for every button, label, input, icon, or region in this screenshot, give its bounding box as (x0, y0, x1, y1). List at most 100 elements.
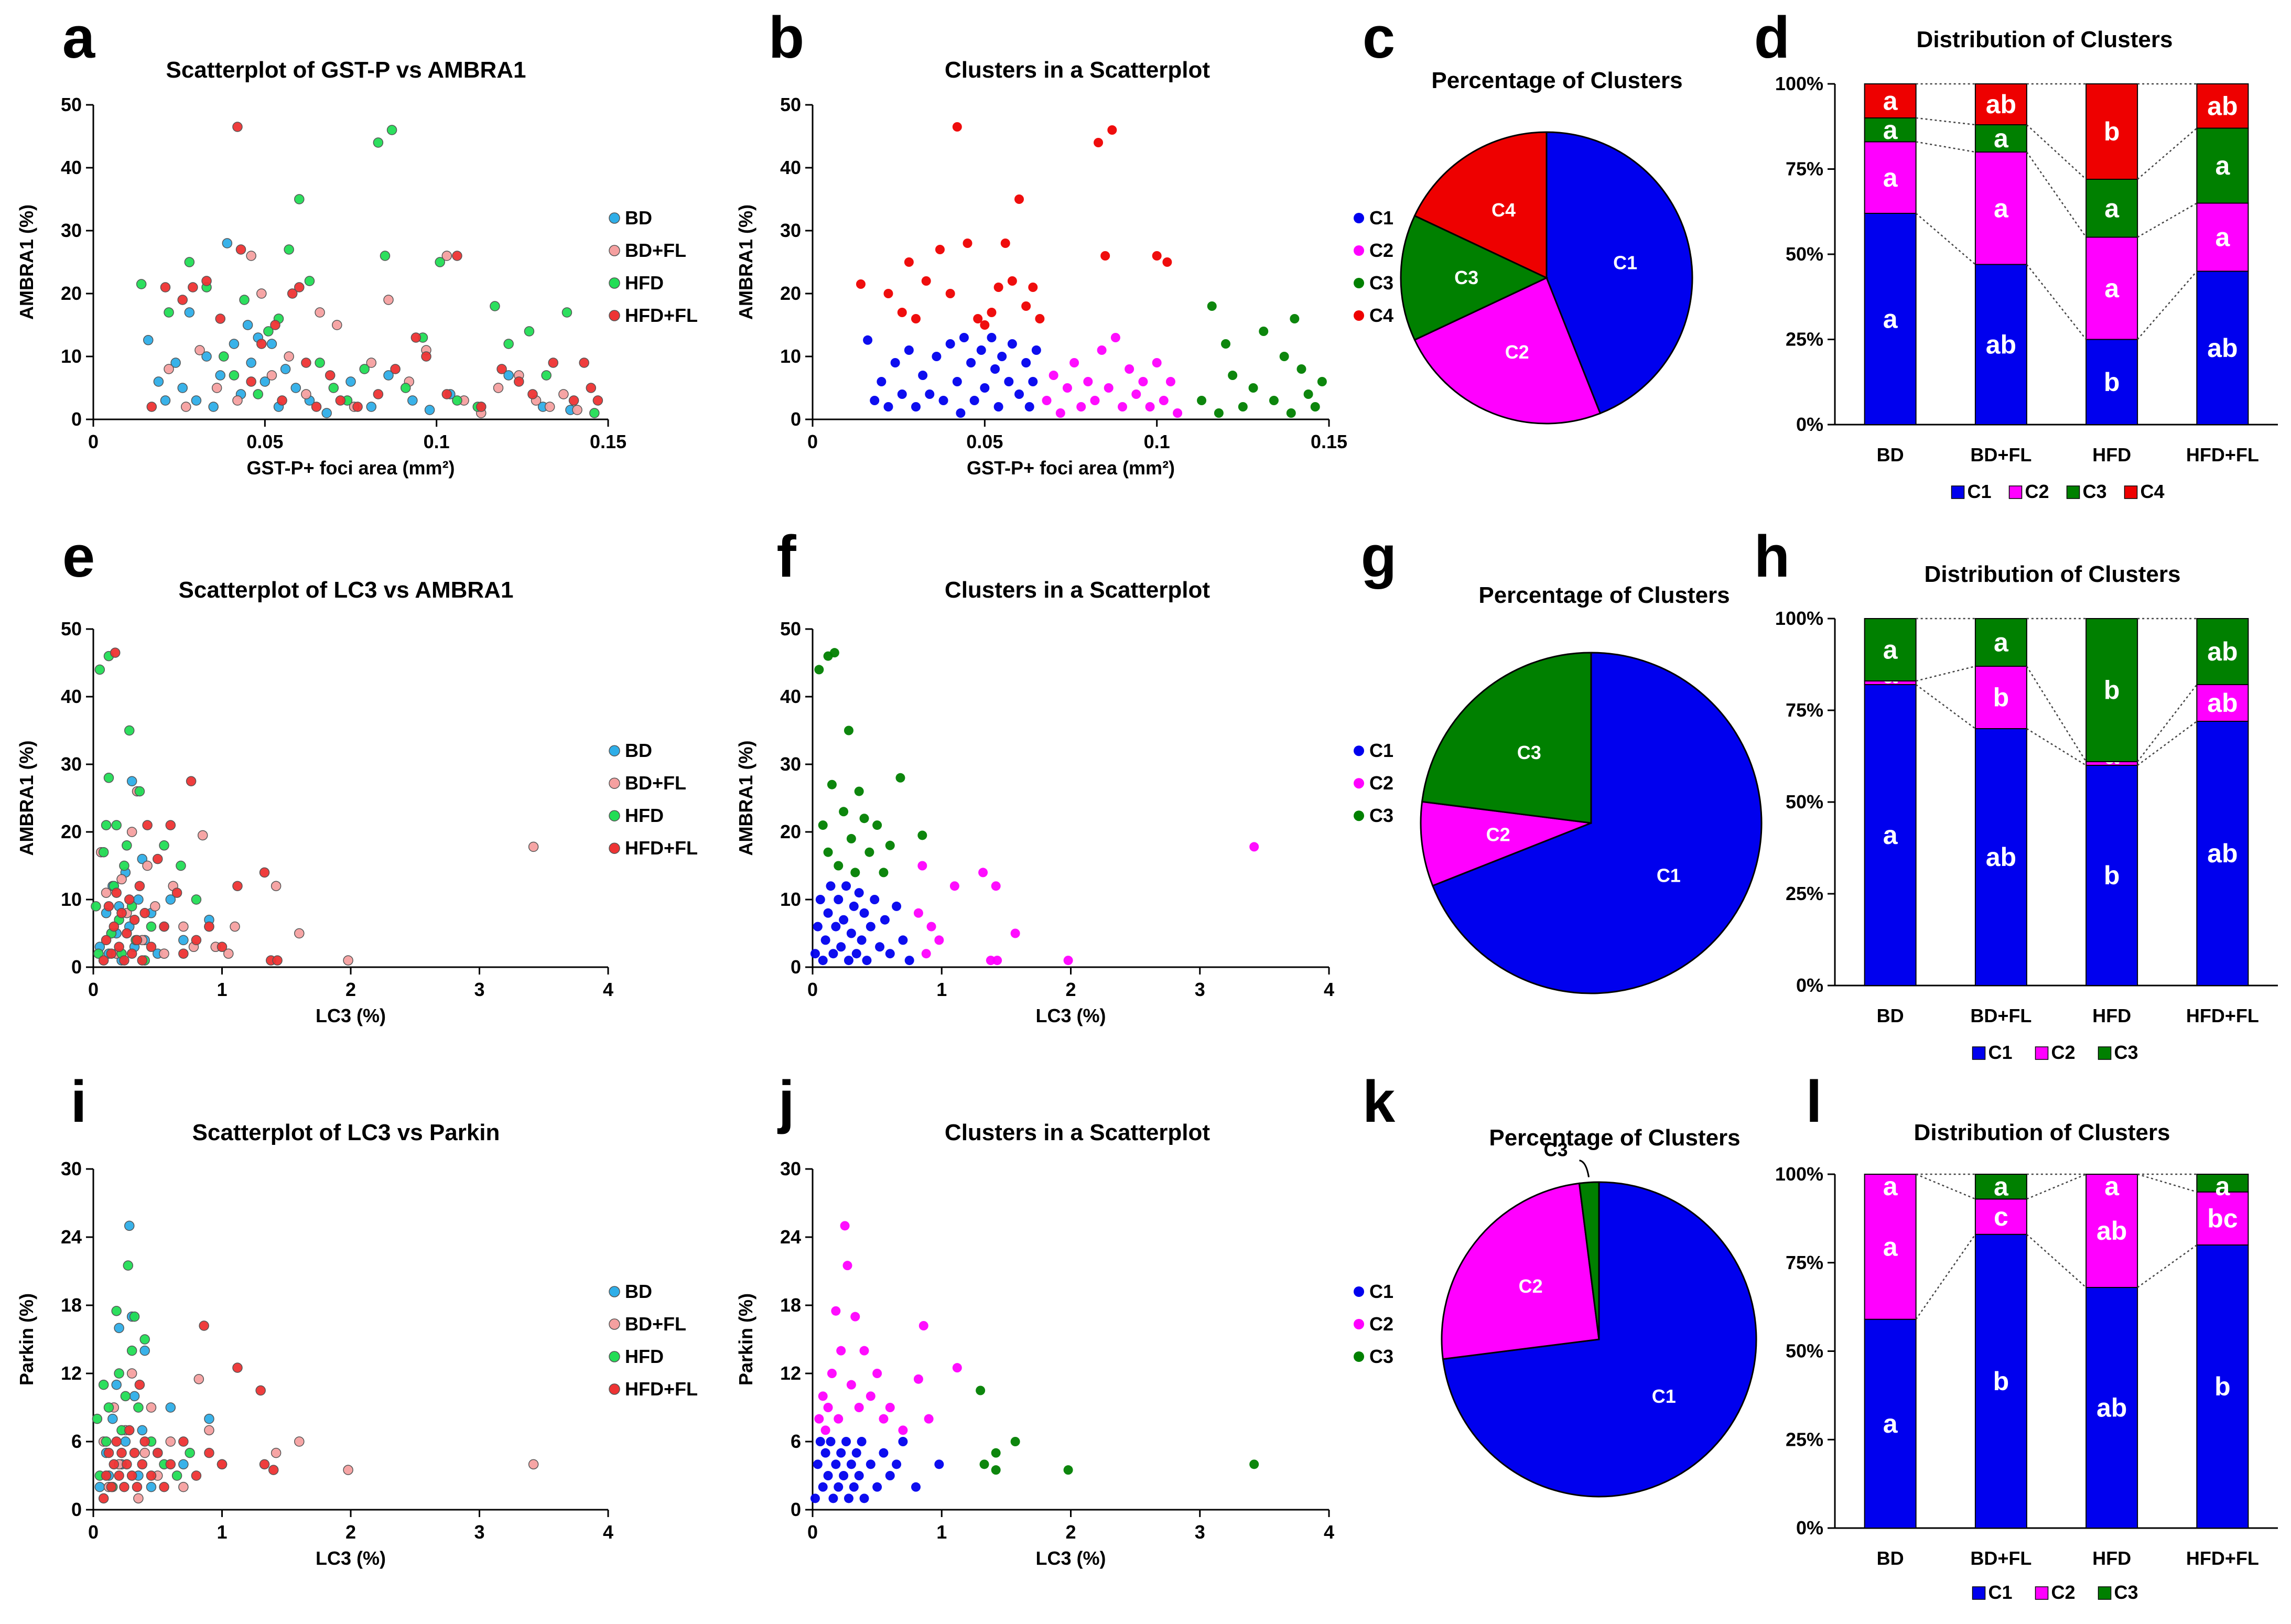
bar-segment-C3 (1974, 618, 2027, 667)
bar-segment-label: a (1883, 1409, 1898, 1438)
data-point-C4 (973, 314, 983, 323)
legend-label: C1 (1369, 1281, 1393, 1302)
data-point-C1 (997, 352, 1007, 361)
data-point-HFD (435, 257, 445, 267)
bar-segment-C4 (1864, 83, 1917, 118)
data-point-C1 (820, 935, 830, 945)
data-point-HFD+FL (204, 921, 214, 932)
legend-marker (609, 212, 620, 224)
data-point-BD+FL (493, 383, 504, 393)
y-tick-label: 10 (780, 345, 801, 367)
x-tick-label: 4 (603, 979, 613, 1000)
data-point-HFD+FL (139, 1436, 150, 1447)
bar-segment-label: b (2104, 676, 2120, 705)
legend-marker (1354, 1286, 1364, 1297)
bar-segment-label: ab (2207, 637, 2238, 666)
data-point-BD+FL (294, 1436, 305, 1447)
data-point-C3 (1259, 327, 1269, 336)
data-point-HFD (452, 395, 462, 406)
data-point-HFD+FL (139, 908, 150, 918)
data-point-BD+FL (204, 1425, 214, 1436)
x-axis-label: GST-P+ foci area (mm²) (246, 457, 455, 479)
data-point-BD+FL (343, 1465, 353, 1475)
data-point-C2 (866, 1391, 876, 1401)
legend-label: C2 (1369, 1313, 1393, 1335)
data-point-C2 (934, 935, 944, 945)
legend-label: BD+FL (625, 772, 686, 794)
pie-slice-C3 (1578, 1181, 1600, 1340)
data-point-C4 (987, 308, 997, 317)
data-point-C2 (1042, 396, 1052, 405)
data-point-HFD+FL (137, 955, 148, 966)
y-tick-label: 30 (780, 220, 801, 241)
data-point-C1 (813, 1459, 823, 1469)
x-tick-label: BD (1877, 1547, 1904, 1569)
data-point-C1 (1031, 345, 1041, 355)
bar-segment-label: a (2104, 274, 2120, 303)
legend-label: HFD (625, 1346, 664, 1367)
data-point-HFD+FL (287, 288, 298, 299)
bar-segment-label: a (1883, 163, 1898, 192)
data-point-C3 (834, 861, 844, 871)
data-point-C1 (818, 1482, 828, 1492)
data-point-BD (129, 1391, 140, 1402)
data-point-C1 (859, 908, 869, 918)
legend-swatch (2008, 485, 2023, 499)
data-point-HFD+FL (98, 1493, 109, 1504)
data-point-HFD (315, 358, 325, 368)
data-point-BD (260, 376, 271, 387)
data-point-BD+FL (301, 389, 311, 399)
legend-label: HFD+FL (625, 305, 698, 326)
data-point-C3 (991, 1448, 1001, 1458)
data-point-HFD+FL (116, 1447, 127, 1458)
data-point-HFD+FL (119, 1481, 129, 1492)
legend-label: C4 (2141, 481, 2165, 502)
data-point-BD (191, 395, 202, 406)
data-point-BD+FL (146, 1402, 157, 1413)
legend-label: C2 (2025, 481, 2049, 502)
data-point-C2 (1083, 377, 1093, 386)
y-tick-label: 100% (1775, 1163, 1823, 1185)
data-point-C1 (834, 1482, 844, 1492)
data-point-HFD (503, 339, 514, 349)
data-point-C1 (885, 1471, 895, 1480)
data-point-HFD+FL (301, 358, 311, 368)
pie-slice-C2 (1420, 800, 1592, 887)
legend-label: C2 (1369, 772, 1393, 794)
panel-label-b: b (769, 5, 804, 70)
data-point-C4 (856, 279, 866, 289)
chart-title: Percentage of Clusters (1489, 1125, 1740, 1151)
data-point-C3 (1010, 1437, 1020, 1446)
data-point-C2 (917, 861, 927, 871)
data-point-HFD (133, 1402, 144, 1413)
data-point-HFD+FL (110, 647, 121, 658)
bar-segment-label: b (1993, 1367, 2009, 1396)
data-point-HFD+FL (199, 1320, 209, 1331)
bar-segment-label: a (2104, 1172, 2120, 1201)
legend-swatch (1972, 1046, 1986, 1060)
data-point-C3 (1317, 377, 1327, 386)
data-point-HFD+FL (103, 1447, 114, 1458)
pie-slice-C1 (1431, 652, 1763, 994)
data-point-C3 (895, 773, 905, 783)
data-point-C2 (1118, 402, 1127, 412)
data-point-C1 (836, 942, 846, 952)
connector-line (2137, 1244, 2198, 1289)
data-point-C4 (897, 308, 907, 317)
data-point-C4 (1107, 125, 1117, 135)
data-point-C3 (1296, 364, 1306, 374)
data-point-C4 (911, 314, 921, 323)
bar-segment-label: ab (1986, 90, 2016, 119)
data-point-C2 (1159, 396, 1169, 405)
data-point-BD+FL (441, 251, 452, 261)
x-tick-label: BD+FL (1970, 1547, 2031, 1569)
data-point-C4 (883, 289, 893, 298)
data-point-HFD+FL (106, 948, 117, 959)
legend-swatch (1951, 485, 1965, 499)
data-point-HFD+FL (101, 1470, 112, 1481)
y-axis-label: AMBRA1 (%) (16, 204, 37, 320)
data-point-HFD (126, 1345, 137, 1356)
data-point-C3 (839, 807, 849, 817)
data-point-C1 (879, 1448, 889, 1458)
